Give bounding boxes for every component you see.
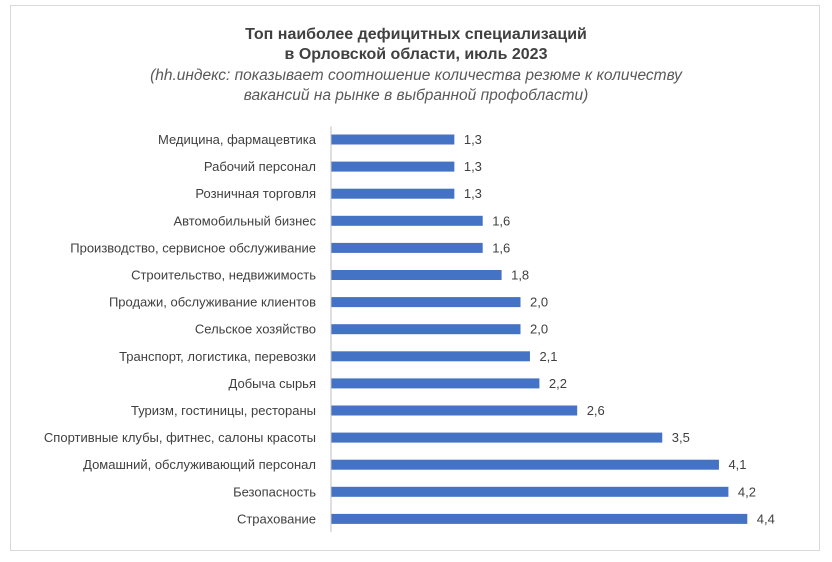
bar [331, 297, 521, 308]
category-label: Автомобильный бизнес [173, 213, 316, 228]
category-label: Медицина, фармацевтика [158, 132, 317, 147]
value-label: 2,1 [539, 349, 557, 364]
value-label: 1,6 [492, 240, 510, 255]
category-label: Производство, сервисное обслуживание [70, 240, 316, 255]
bar [331, 378, 540, 389]
bar [331, 215, 483, 226]
category-label: Туризм, гостиницы, рестораны [131, 403, 316, 418]
value-label: 4,4 [757, 511, 775, 526]
bar [331, 324, 521, 335]
bar [331, 405, 578, 416]
chart-subtitle-line2: вакансий на рынке в выбранной профобласт… [243, 87, 589, 104]
category-label: Сельское хозяйство [195, 322, 316, 337]
category-label: Страхование [237, 511, 316, 526]
bar [331, 486, 729, 497]
bar [331, 134, 455, 145]
bar [331, 270, 502, 280]
value-label: 2,6 [587, 403, 605, 418]
category-label: Строительство, недвижимость [131, 268, 316, 283]
chart-title-line2: в Орловской области, июль 2023 [284, 46, 548, 63]
value-label: 4,2 [738, 484, 756, 499]
category-label: Добыча сырья [229, 376, 316, 391]
category-label: Розничная торговля [195, 186, 316, 201]
value-label: 4,1 [728, 457, 746, 472]
category-label: Безопасность [233, 484, 316, 499]
bar [331, 242, 483, 253]
bar [331, 188, 455, 199]
value-label: 3,5 [672, 430, 690, 445]
category-label: Рабочий персонал [204, 159, 316, 174]
bar [331, 351, 530, 362]
value-label: 1,3 [464, 159, 482, 174]
bar [331, 432, 663, 443]
value-label: 2,0 [530, 295, 548, 310]
bar [331, 161, 455, 172]
value-label: 1,6 [492, 213, 510, 228]
value-label: 2,0 [530, 322, 548, 337]
value-label: 1,3 [464, 132, 482, 147]
chart-subtitle: (hh.индекс: показывает соотношение колич… [150, 67, 682, 84]
chart-title: Топ наиболее дефицитных специализаций [245, 26, 587, 43]
value-label: 2,2 [549, 376, 567, 391]
bar [331, 459, 719, 470]
category-label: Домашний, обслуживающий персонал [83, 457, 316, 472]
value-label: 1,8 [511, 268, 529, 283]
category-label: Продажи, обслуживание клиентов [109, 295, 316, 310]
bar [331, 513, 748, 524]
value-label: 1,3 [464, 186, 482, 201]
category-label: Спортивные клубы, фитнес, салоны красоты [44, 430, 316, 445]
category-label: Транспорт, логистика, перевозки [119, 349, 316, 364]
